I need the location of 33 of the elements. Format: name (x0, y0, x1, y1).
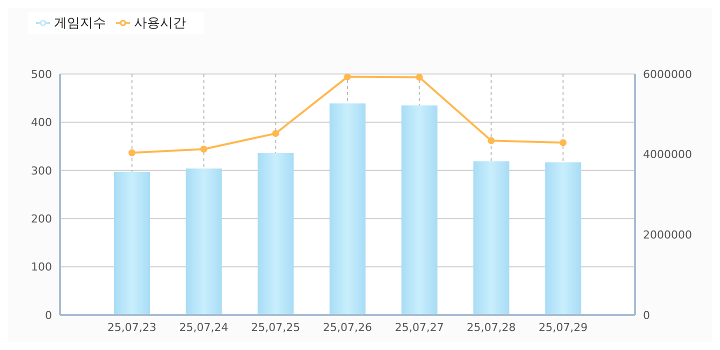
point (416, 74, 423, 81)
x-tick-label: 25,07,25 (251, 320, 300, 334)
x-tick-label: 25,07,26 (323, 320, 372, 334)
y-tick-label: 200 (31, 212, 52, 226)
y2-tick-label: 6000000 (643, 68, 692, 81)
legend-label: 게임지수 (54, 16, 106, 31)
y-tick-label: 300 (31, 164, 52, 178)
x-tick-label: 25,07,27 (394, 320, 444, 334)
point (200, 146, 208, 153)
x-tick-label: 25,07,23 (107, 320, 156, 334)
point (560, 139, 567, 146)
y-tick-label: 400 (31, 116, 52, 130)
bar (401, 105, 438, 315)
bar (545, 162, 582, 315)
x-tick-label: 25,07,29 (538, 320, 588, 334)
point (488, 137, 495, 144)
point (128, 149, 136, 156)
y-tick-label: 0 (45, 308, 52, 322)
y-tick-label: 500 (31, 68, 52, 81)
x-tick-label: 25,07,24 (179, 320, 228, 334)
point (344, 74, 351, 80)
bar (114, 172, 150, 315)
y2-tick-label: 0 (643, 308, 650, 322)
x-tick-label: 25,07,28 (466, 320, 516, 334)
bar (473, 161, 510, 315)
y-tick-label: 100 (31, 260, 52, 274)
point (272, 130, 280, 137)
bar (186, 168, 222, 315)
bar (258, 153, 294, 315)
legend-label: 사용시간 (134, 16, 186, 31)
y2-tick-label: 2000000 (643, 228, 692, 242)
bar (330, 103, 366, 315)
y2-tick-label: 4000000 (643, 148, 692, 162)
